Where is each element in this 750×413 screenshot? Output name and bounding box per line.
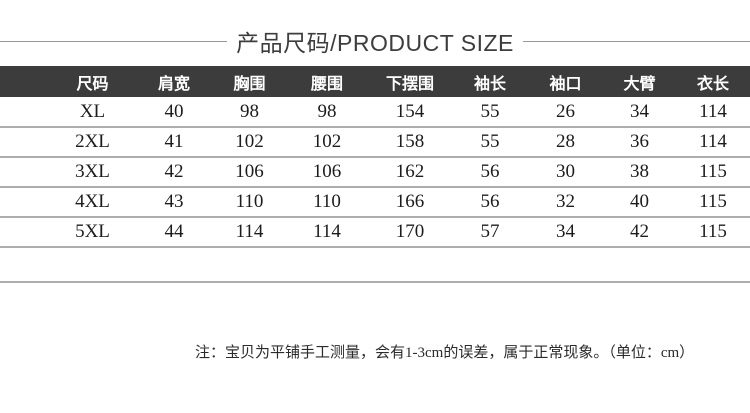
cell-value: 115: [699, 191, 727, 212]
table-row-3xl: 3XL 42 106 106 162 56 30 38 115: [0, 157, 750, 187]
cell-value: 40: [164, 100, 184, 122]
cell-value: 28: [556, 131, 575, 152]
title-divider-right: [522, 40, 750, 42]
size-table: 尺码 肩宽 胸围 腰围 下摆围 袖长 袖口 大臂 衣长 XL 40 98 98 …: [0, 66, 750, 283]
cell-size-label: XL: [79, 100, 106, 122]
cell-value: 114: [235, 221, 264, 242]
cell-value: 102: [312, 131, 342, 152]
cell-value: 154: [395, 100, 425, 122]
page-title: 产品尺码/PRODUCT SIZE: [236, 30, 514, 56]
cell-value: 158: [395, 131, 425, 152]
cell-value: 166: [395, 191, 425, 212]
cell-value: 44: [164, 221, 184, 242]
title-divider-left: [0, 40, 228, 42]
cell-value: 115: [699, 221, 727, 242]
column-header-waist: 腰围: [310, 75, 343, 93]
cell-value: 98: [317, 100, 337, 122]
cell-value: 55: [480, 100, 500, 122]
cell-value: 57: [480, 221, 500, 242]
cell-value: 114: [313, 221, 341, 242]
cell-size-label: 2XL: [75, 131, 110, 152]
table-row-2xl: 2XL 41 102 102 158 55 28 36 114: [0, 127, 750, 157]
cell-value: 114: [699, 100, 727, 122]
cell-value: 114: [699, 131, 727, 152]
cell-value: 170: [395, 221, 425, 242]
cell-value: 56: [480, 191, 500, 212]
title-section: 产品尺码/PRODUCT SIZE: [0, 24, 750, 58]
table-row-5xl: 5XL 44 114 114 170 57 34 42 115: [0, 217, 750, 247]
cell-value: 98: [240, 100, 259, 122]
cell-value: 42: [164, 161, 184, 182]
cell-size-label: 3XL: [75, 161, 110, 182]
column-header-upper-arm: 大臂: [623, 75, 656, 93]
cell-value: 106: [235, 161, 264, 182]
cell-value: 32: [556, 191, 575, 212]
table-row-4xl: 4XL 43 110 110 166 56 32 40 115: [0, 187, 750, 217]
cell-value: 162: [395, 161, 425, 182]
cell-value: 34: [556, 221, 575, 242]
cell-value: 110: [313, 191, 341, 212]
cell-size-label: 5XL: [75, 221, 110, 242]
cell-value: 34: [630, 100, 649, 122]
cell-value: 115: [699, 161, 727, 182]
cell-value: 43: [164, 191, 184, 212]
empty-row: [0, 247, 750, 282]
cell-value: 40: [630, 191, 649, 212]
column-header-shoulder-width: 肩宽: [157, 75, 190, 93]
measurement-note: 注：宝贝为平铺手工测量，会有1-3cm的误差，属于正常现象。（单位：cm）: [195, 345, 695, 361]
table-row-xl: XL 40 98 98 154 55 26 34 114: [0, 97, 750, 127]
cell-value: 56: [480, 161, 500, 182]
cell-value: 26: [556, 100, 575, 122]
cell-value: 30: [556, 161, 575, 182]
cell-value: 42: [630, 221, 649, 242]
cell-value: 106: [312, 161, 342, 182]
cell-value: 110: [235, 191, 264, 212]
column-header-hem: 下摆围: [385, 75, 434, 93]
empty-cell: [0, 247, 750, 282]
column-header-garment-length: 衣长: [696, 75, 729, 93]
column-header-sleeve-length: 袖长: [473, 75, 506, 93]
cell-value: 38: [630, 161, 649, 182]
column-header-cuff: 袖口: [549, 75, 582, 93]
column-header-bust: 胸围: [233, 75, 266, 93]
cell-value: 41: [164, 131, 184, 152]
header-row: 尺码 肩宽 胸围 腰围 下摆围 袖长 袖口 大臂 衣长: [0, 66, 750, 97]
cell-value: 55: [480, 131, 500, 152]
cell-value: 36: [630, 131, 649, 152]
cell-value: 102: [235, 131, 264, 152]
column-header-size: 尺码: [76, 75, 109, 93]
cell-size-label: 4XL: [75, 191, 110, 212]
